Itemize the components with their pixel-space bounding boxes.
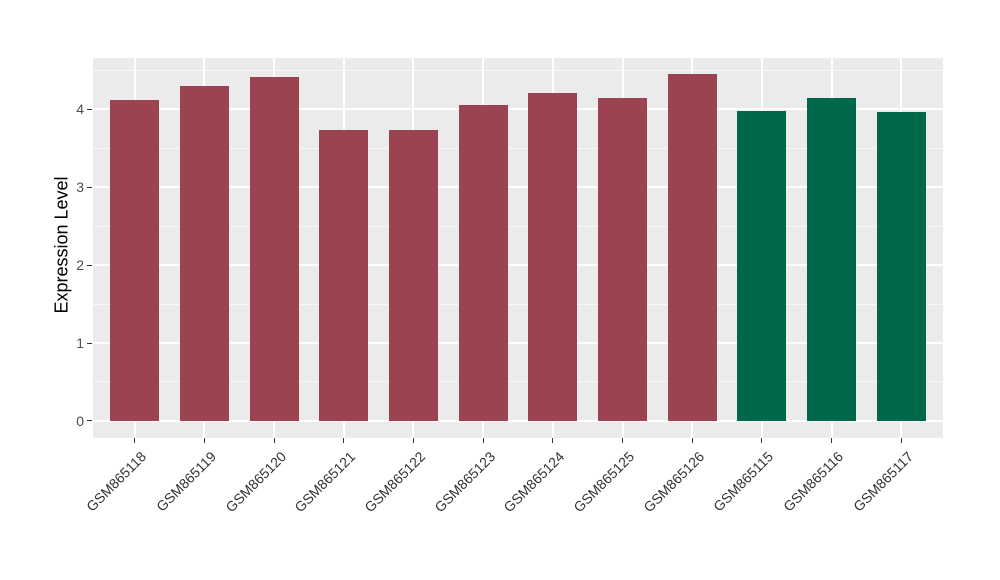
x-tick-label: GSM865123: [430, 448, 498, 516]
x-tick-label: GSM865115: [710, 448, 777, 515]
x-axis-tick: [900, 438, 902, 443]
x-axis-tick: [552, 438, 554, 443]
x-axis-tick: [761, 438, 763, 443]
y-tick-label: 3: [76, 179, 84, 196]
bar-GSM865116: [807, 97, 856, 421]
x-axis-tick: [273, 438, 275, 443]
x-tick-label: GSM865122: [361, 448, 429, 516]
x-tick-label: GSM865118: [83, 448, 150, 515]
bar-GSM865117: [876, 111, 926, 421]
y-tick-label: 2: [76, 257, 84, 274]
minor-gridline: [93, 147, 943, 149]
minor-gridline: [93, 303, 943, 305]
minor-gridline: [93, 381, 943, 383]
y-axis-tick: [87, 342, 92, 344]
bar-GSM865115: [737, 110, 787, 421]
major-gridline: [93, 264, 943, 267]
x-axis-tick: [134, 438, 136, 443]
major-gridline: [93, 419, 943, 422]
x-axis-tick: [622, 438, 623, 443]
x-tick-label: GSM865126: [639, 448, 707, 516]
x-axis-tick: [343, 438, 345, 443]
x-axis-tick: [691, 438, 693, 443]
y-axis-tick: [87, 108, 92, 110]
major-gridline: [93, 108, 943, 111]
bar-GSM865122: [389, 129, 438, 421]
x-axis-tick: [412, 438, 414, 443]
y-axis-tick: [87, 420, 92, 422]
bar-GSM865126: [667, 74, 717, 421]
y-axis-tick: [87, 186, 92, 188]
x-axis-tick: [203, 438, 205, 443]
x-tick-label: GSM865116: [779, 448, 847, 515]
bar-GSM865121: [319, 130, 369, 421]
minor-gridline: [93, 69, 943, 71]
x-tick-label: GSM865121: [291, 448, 359, 516]
major-gridline: [93, 342, 943, 344]
x-tick-label: GSM865125: [570, 448, 638, 516]
x-tick-label: GSM865124: [500, 448, 568, 516]
bar-GSM865124: [528, 93, 578, 421]
bar-GSM865123: [458, 104, 508, 421]
bar-GSM865125: [598, 98, 647, 421]
x-tick-label: GSM865120: [221, 448, 289, 516]
x-tick-label: GSM865117: [849, 448, 916, 515]
y-tick-label: 0: [76, 412, 84, 429]
x-axis-tick: [831, 438, 833, 443]
y-axis-title: Expression Level: [51, 176, 72, 314]
minor-gridline: [93, 225, 943, 227]
bar-GSM865120: [249, 77, 299, 421]
x-tick-label: GSM865119: [152, 448, 220, 515]
y-tick-label: 4: [76, 101, 84, 118]
x-axis-tick: [482, 438, 484, 443]
bar-GSM865119: [180, 86, 229, 421]
y-axis-tick: [87, 264, 92, 266]
plot-panel: [93, 58, 943, 438]
major-gridline: [93, 186, 943, 189]
bar-GSM865118: [110, 100, 160, 421]
y-tick-label: 1: [76, 335, 84, 351]
